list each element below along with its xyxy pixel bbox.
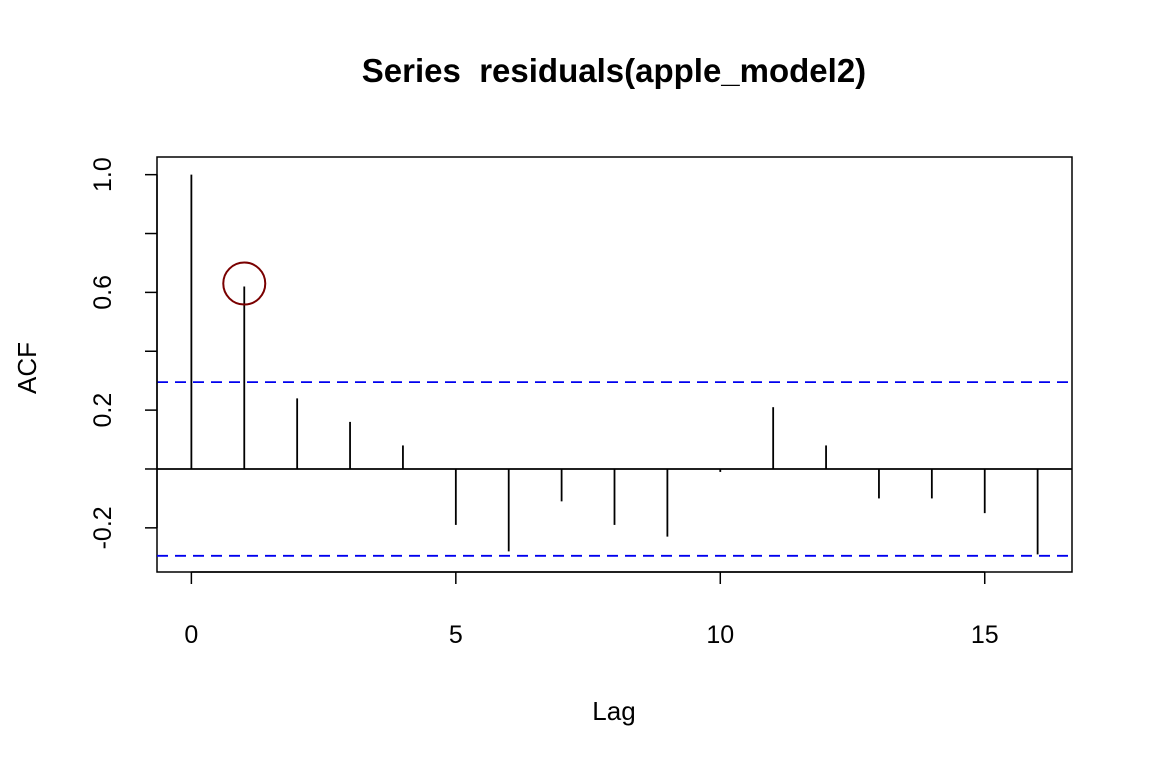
x-axis: 0 5 10 15 — [184, 571, 999, 649]
y-tick-label-3: 1.0 — [89, 157, 117, 192]
y-tick-label-1: 0.2 — [89, 393, 117, 428]
x-axis-label: Lag — [592, 696, 635, 726]
y-tick-label-2: 0.6 — [89, 275, 117, 310]
x-tick-label-15: 15 — [971, 621, 999, 649]
x-tick-label-0: 0 — [184, 621, 198, 649]
x-tick-label-10: 10 — [706, 621, 734, 649]
y-axis: -0.2 0.2 0.6 1.0 — [89, 157, 158, 549]
y-tick-label-0: -0.2 — [89, 506, 117, 549]
y-axis-label: ACF — [12, 342, 42, 394]
plot-marks — [157, 174, 1072, 557]
x-tick-label-5: 5 — [449, 621, 463, 649]
highlight-circle — [222, 261, 267, 306]
chart-title: Series residuals(apple_model2) — [362, 52, 866, 89]
